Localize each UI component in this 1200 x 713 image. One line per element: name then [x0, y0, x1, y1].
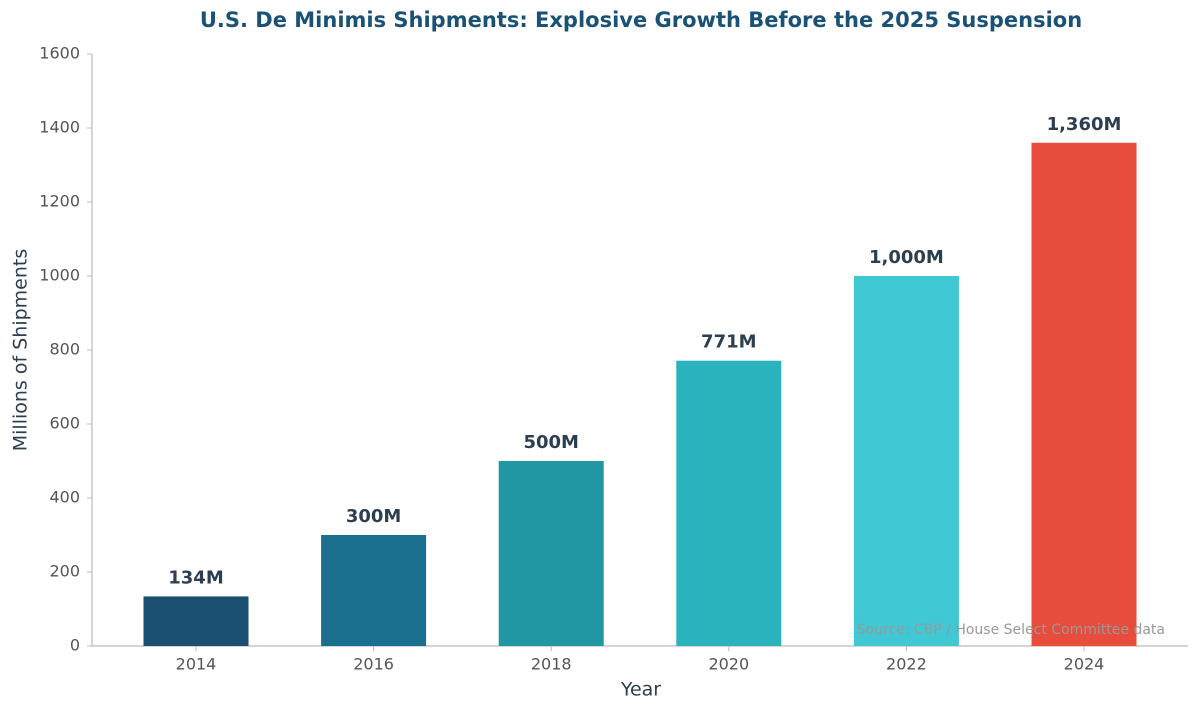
source-note: Source: CBP / House Select Committee dat…: [857, 622, 1165, 638]
y-tick-label: 200: [49, 562, 80, 581]
x-tick-label: 2016: [353, 655, 394, 674]
y-axis-label: Millions of Shipments: [10, 249, 32, 452]
y-tick-label: 1000: [39, 266, 80, 285]
bar: [321, 535, 427, 646]
y-tick-label: 1200: [39, 192, 80, 211]
value-label: 134M: [168, 567, 224, 588]
x-tick-label: 2014: [176, 655, 217, 674]
x-tick-label: 2022: [886, 655, 927, 674]
y-tick-label: 800: [49, 340, 80, 359]
value-label: 771M: [701, 332, 757, 353]
bar: [853, 276, 959, 646]
y-tick-label: 0: [70, 636, 80, 655]
value-label: 300M: [346, 506, 402, 527]
bar: [1031, 142, 1137, 647]
value-label: 500M: [523, 432, 579, 453]
bar: [676, 360, 782, 646]
bar: [498, 461, 604, 646]
value-label: 1,000M: [869, 247, 944, 268]
value-label: 1,360M: [1047, 114, 1122, 135]
x-tick-label: 2020: [708, 655, 749, 674]
x-tick-label: 2024: [1064, 655, 1105, 674]
x-tick-label: 2018: [531, 655, 572, 674]
y-tick-label: 1600: [39, 44, 80, 63]
bar: [143, 596, 249, 646]
x-axis-label: Year: [620, 679, 661, 701]
y-tick-label: 600: [49, 414, 80, 433]
chart-title: U.S. De Minimis Shipments: Explosive Gro…: [200, 8, 1082, 32]
y-tick-label: 1400: [39, 118, 80, 137]
y-tick-label: 400: [49, 488, 80, 507]
